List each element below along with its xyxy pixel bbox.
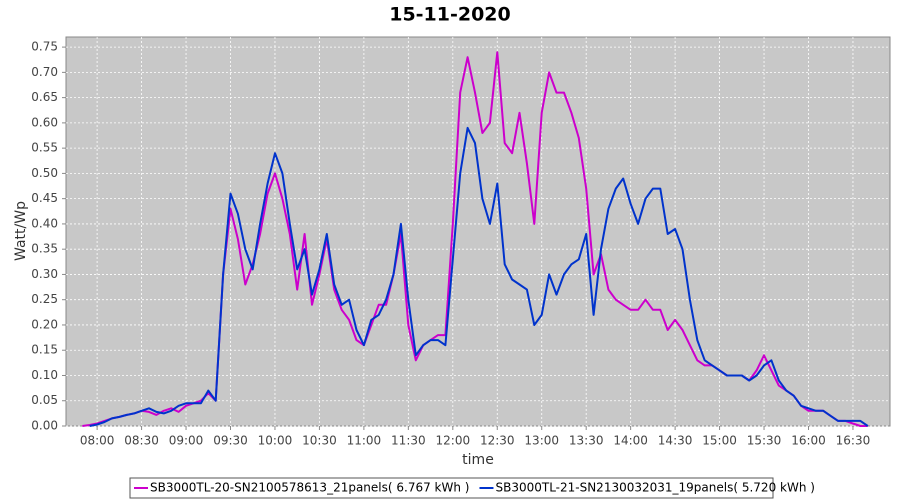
x-tick-label: 10:30 (302, 434, 337, 448)
x-axis-label: time (462, 452, 494, 468)
x-tick-label: 08:00 (80, 434, 115, 448)
x-tick-label: 16:30 (836, 434, 871, 448)
y-tick-label: 0.30 (31, 267, 58, 281)
x-tick-label: 08:30 (124, 434, 159, 448)
legend-label: SB3000TL-20-SN2100578613_21panels( 6.767… (150, 481, 469, 495)
y-tick-label: 0.55 (31, 141, 58, 155)
x-tick-label: 12:30 (480, 434, 515, 448)
legend-label: SB3000TL-21-SN2130032031_19panels( 5.720… (495, 481, 814, 495)
x-tick-label: 12:00 (436, 434, 471, 448)
x-tick-label: 10:00 (258, 434, 293, 448)
series-line (89, 126, 869, 427)
y-tick-label: 0.00 (31, 419, 58, 433)
y-tick-label: 0.20 (31, 317, 58, 331)
x-tick-label: 09:00 (169, 434, 204, 448)
y-tick-label: 0.35 (31, 242, 58, 256)
x-tick-label: 13:30 (569, 434, 604, 448)
y-tick-label: 0.65 (31, 90, 58, 104)
chart-title: 15-11-2020 (389, 4, 511, 26)
x-tick-label: 09:30 (213, 434, 248, 448)
y-tick-label: 0.10 (31, 368, 58, 382)
y-tick-label: 0.75 (31, 40, 58, 54)
plot-area (65, 36, 891, 427)
x-tick-label: 16:00 (791, 434, 826, 448)
x-tick-label: 13:00 (524, 434, 559, 448)
x-tick-label: 11:00 (347, 434, 382, 448)
y-tick-label: 0.05 (31, 393, 58, 407)
y-tick-label: 0.15 (31, 343, 58, 357)
y-tick-label: 0.50 (31, 166, 58, 180)
x-tick-label: 11:30 (391, 434, 426, 448)
x-tick-label: 14:30 (658, 434, 693, 448)
x-tick-label: 14:00 (613, 434, 648, 448)
y-tick-label: 0.70 (31, 65, 58, 79)
x-tick-label: 15:30 (747, 434, 782, 448)
y-tick-label: 0.60 (31, 115, 58, 129)
x-tick-label: 15:00 (702, 434, 737, 448)
legend (129, 477, 774, 499)
y-axis-label: Watt/Wp (13, 201, 29, 261)
y-tick-label: 0.45 (31, 191, 58, 205)
y-tick-label: 0.40 (31, 216, 58, 230)
y-tick-label: 0.25 (31, 292, 58, 306)
